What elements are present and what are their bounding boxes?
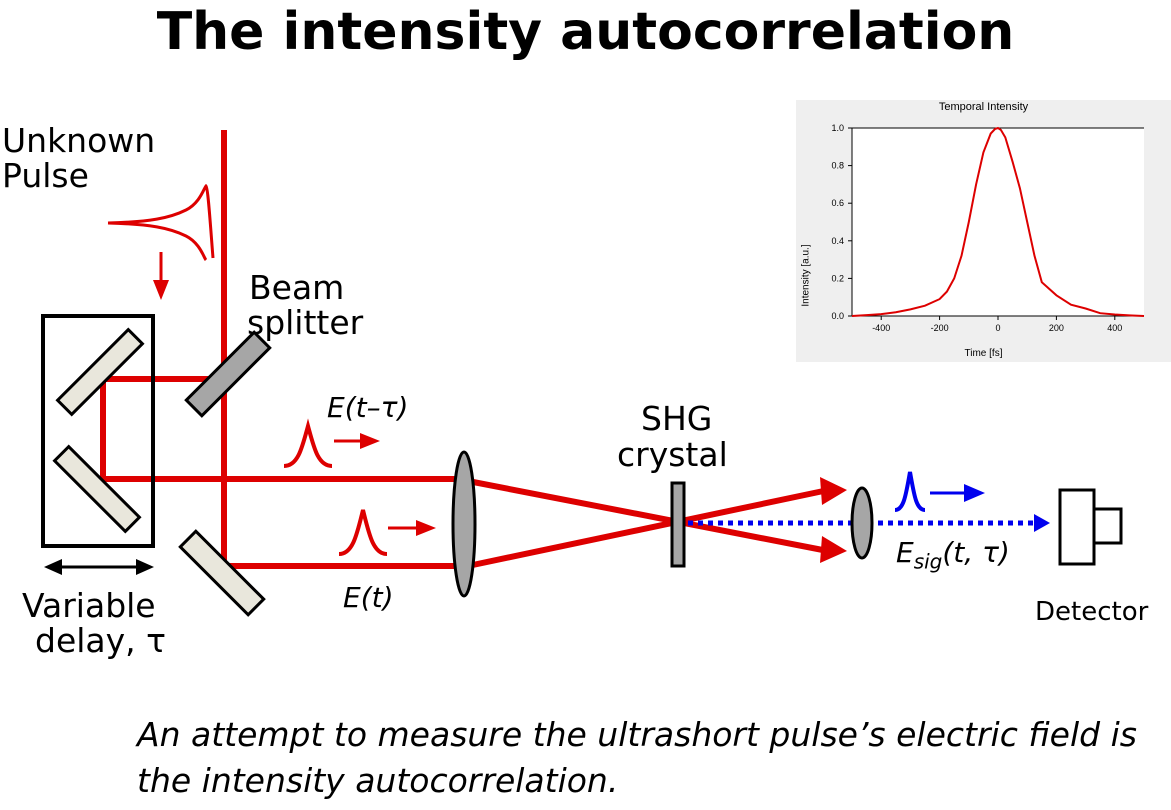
shg-label-line1: SHG bbox=[641, 399, 713, 438]
unknown-pulse-arrowhead bbox=[153, 280, 169, 300]
signal-field-subscript: sig bbox=[913, 549, 943, 574]
delayed-field-label: E(t–τ) bbox=[327, 391, 409, 424]
temporal-intensity-plot: 0.0 0.2 0.4 0.6 0.8 1.0 -400 -200 0 200 400 bbox=[831, 123, 1145, 333]
detector-head bbox=[1092, 507, 1123, 545]
signal-field-main: E bbox=[896, 536, 914, 569]
unknown-pulse-shape-lower bbox=[107, 221, 208, 262]
shg-crystal bbox=[670, 481, 686, 568]
signal-field-label: Esig(t, τ) bbox=[896, 537, 1010, 578]
converging-beam-upper bbox=[467, 478, 835, 556]
delayed-pulse-arrowhead bbox=[360, 433, 380, 449]
unknown-pulse-label-line1: Unknown bbox=[2, 121, 156, 160]
chart-y-axis-label: Intensity [a.u.] bbox=[800, 244, 812, 307]
x-tick-label: 200 bbox=[1049, 323, 1064, 333]
y-tick-label: 0.6 bbox=[831, 198, 844, 208]
x-tick-label: -200 bbox=[931, 323, 949, 333]
signal-field-args: (t, τ) bbox=[942, 536, 1010, 569]
beam-splitter bbox=[184, 330, 272, 418]
beam-arrowhead-upper bbox=[820, 477, 847, 505]
converging-beam-lower bbox=[467, 485, 835, 569]
x-tick-label: 400 bbox=[1107, 323, 1122, 333]
detector-body bbox=[1058, 488, 1096, 566]
collection-lens bbox=[850, 486, 874, 560]
y-tick-label: 1.0 bbox=[831, 123, 844, 133]
focusing-lens bbox=[451, 450, 477, 598]
beam-splitter-label-line1: Beam bbox=[249, 268, 345, 307]
variable-delay-stage bbox=[41, 314, 155, 548]
variable-delay-label-line1: Variable bbox=[22, 586, 156, 625]
beam-arrowhead-lower bbox=[820, 536, 847, 563]
delay-arrowhead-left bbox=[44, 559, 62, 575]
unknown-pulse-shape bbox=[107, 183, 215, 259]
page-title: The intensity autocorrelation bbox=[156, 2, 1015, 62]
delay-mirror-upper bbox=[55, 327, 145, 417]
unknown-pulse-label-line2: Pulse bbox=[2, 156, 89, 195]
shg-label-line2: crystal bbox=[617, 435, 728, 474]
reference-pulse-shape bbox=[338, 509, 388, 556]
y-tick-label: 0.4 bbox=[831, 236, 844, 246]
plot-area bbox=[852, 128, 1144, 316]
delay-mirror-lower bbox=[52, 444, 142, 534]
chart-x-axis-label: Time [fs] bbox=[964, 348, 1003, 359]
beam-splitter-label-line2: splitter bbox=[247, 303, 364, 342]
signal-pulse-arrowhead bbox=[964, 484, 985, 502]
y-tick-label: 0.2 bbox=[831, 273, 844, 283]
variable-delay-label-line2: delay, τ bbox=[35, 621, 167, 660]
delay-arrowhead-right bbox=[136, 559, 154, 575]
x-tick-label: -400 bbox=[872, 323, 890, 333]
field-label: E(t) bbox=[343, 581, 394, 614]
delayed-pulse-shape bbox=[283, 418, 333, 468]
fold-mirror bbox=[178, 529, 266, 617]
intensity-series-line bbox=[851, 126, 1145, 317]
y-tick-label: 0.8 bbox=[831, 161, 844, 171]
signal-pulse-shape bbox=[894, 471, 926, 512]
x-tick-label: 0 bbox=[995, 323, 1000, 333]
y-tick-label: 0.0 bbox=[831, 311, 844, 321]
chart-title: Temporal Intensity bbox=[938, 101, 1029, 113]
signal-beam-arrowhead bbox=[1034, 514, 1050, 532]
reference-pulse-arrowhead bbox=[416, 520, 436, 536]
caption: An attempt to measure the ultrashort pul… bbox=[137, 715, 1137, 800]
temporal-intensity-chart: 0.0 0.2 0.4 0.6 0.8 1.0 -400 -200 0 200 400 Tempor… bbox=[796, 100, 1171, 362]
detector-label: Detector bbox=[1035, 597, 1149, 627]
